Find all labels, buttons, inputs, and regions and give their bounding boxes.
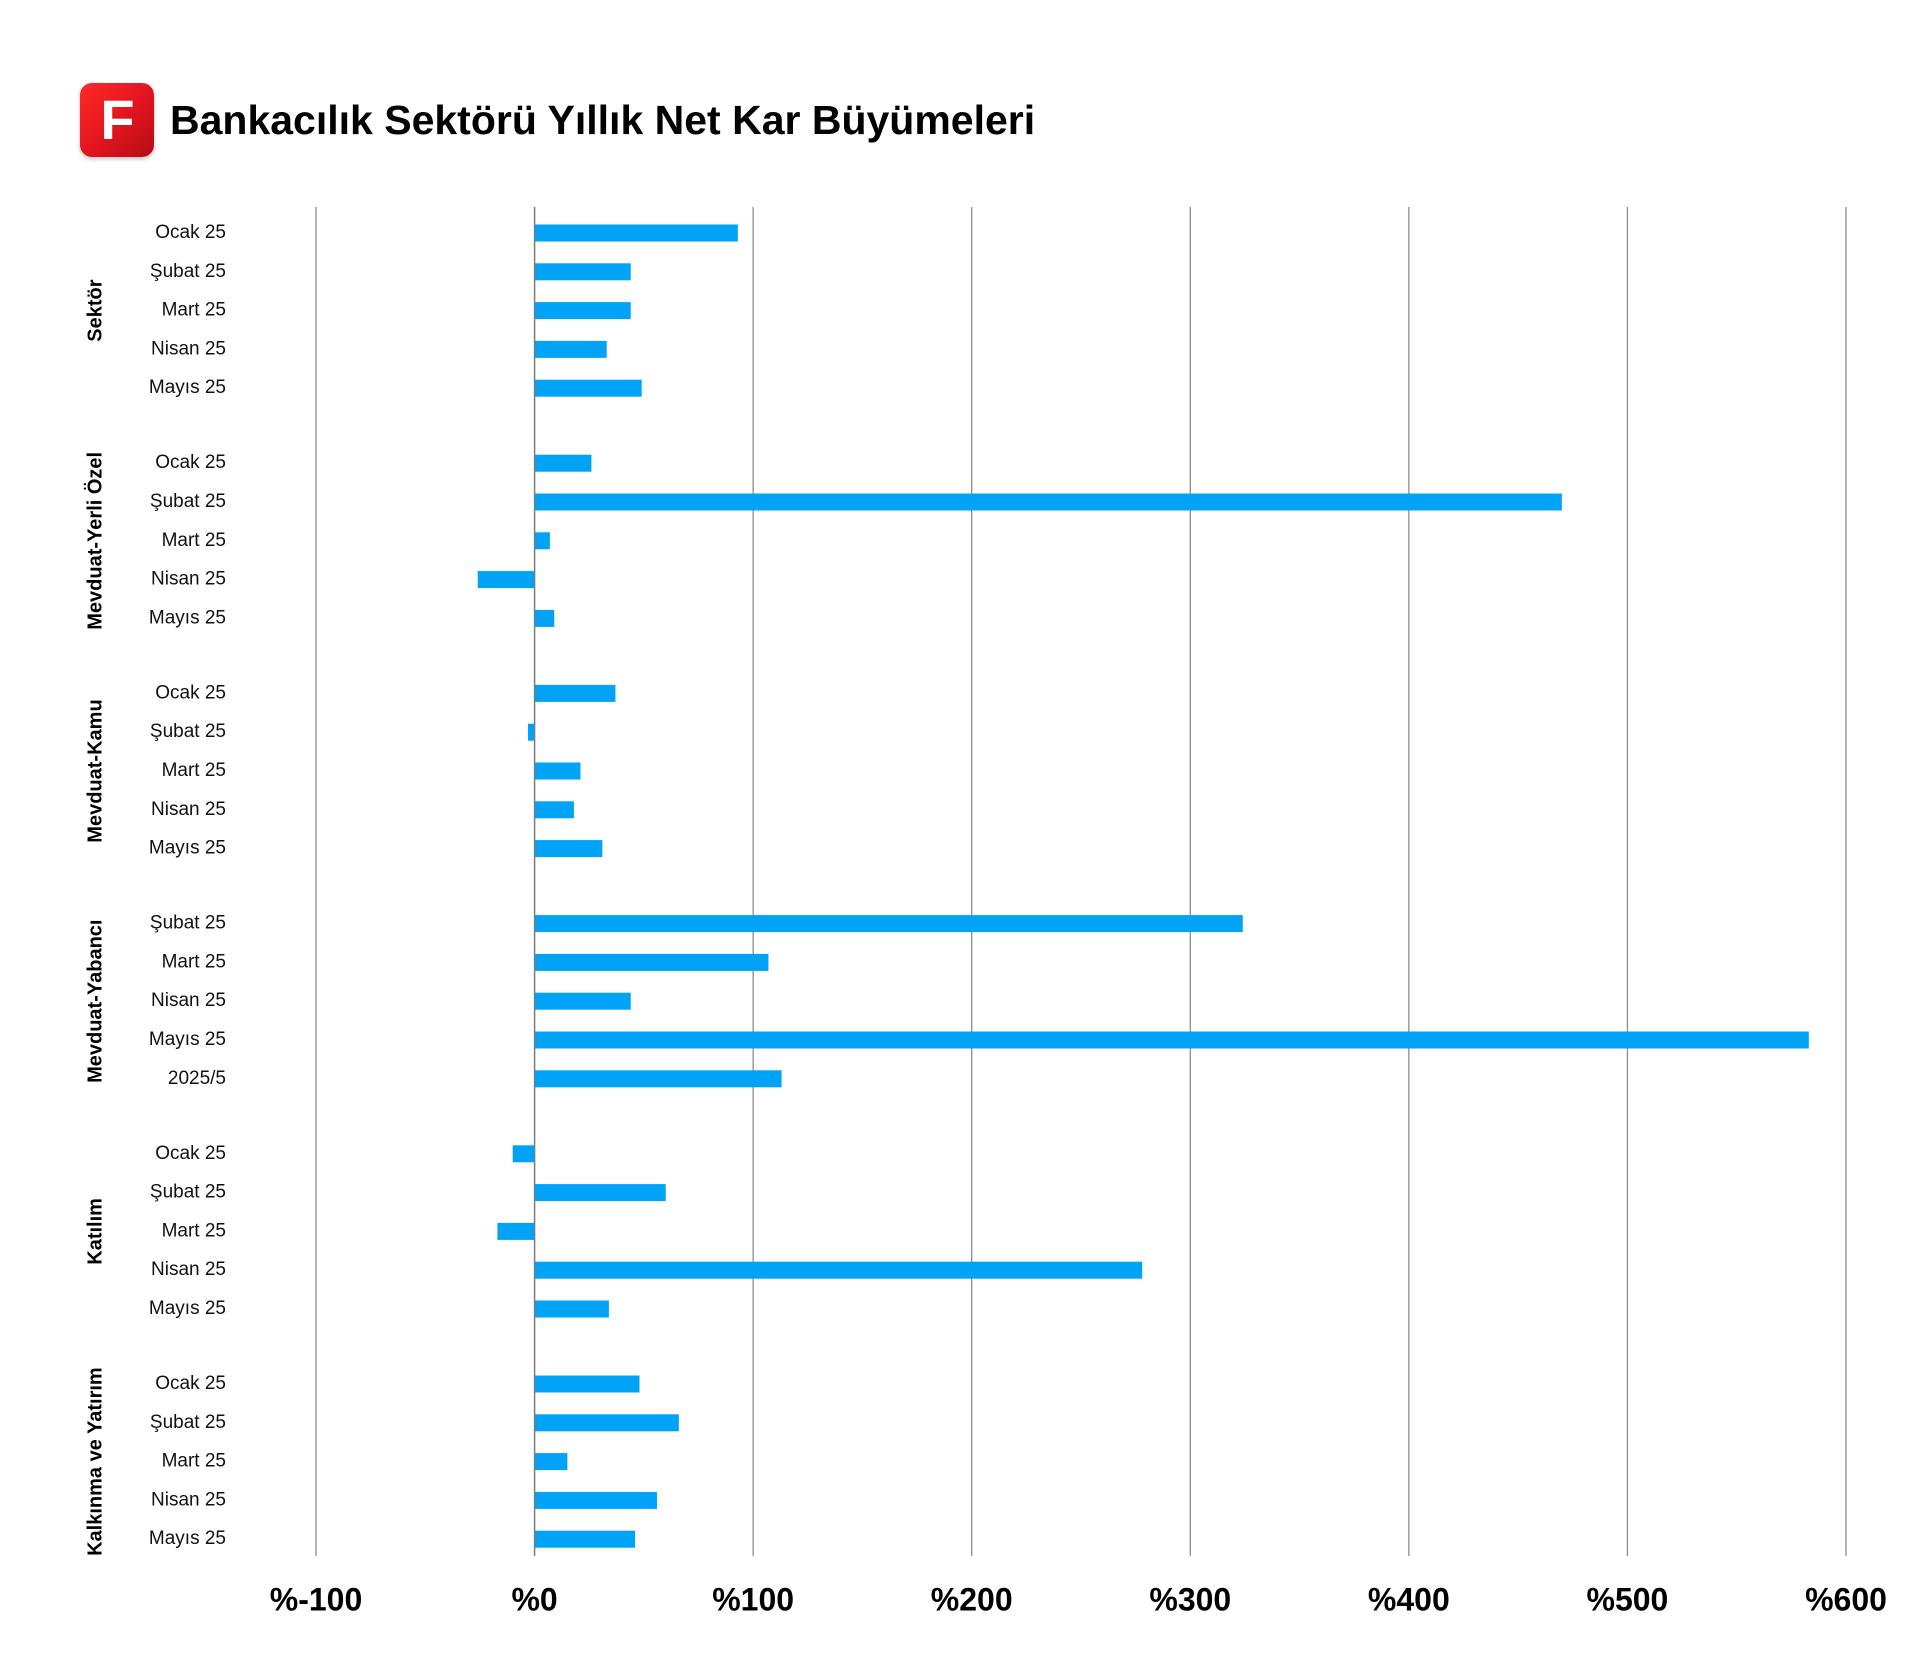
- chart-header: F Bankacılık Sektörü Yıllık Net Kar Büyü…: [80, 83, 1035, 157]
- bar: [534, 609, 555, 627]
- x-axis-ticks: %-100 %0 %100 %200 %300 %400 %500 %600: [270, 1581, 1887, 1617]
- bar: [534, 1184, 666, 1202]
- bar: [512, 1145, 535, 1163]
- group-label: Kalkınma ve Yatırım: [84, 1367, 106, 1556]
- category-label: Şubat 25: [150, 491, 226, 512]
- bar: [534, 263, 631, 281]
- category-label: Mayıs 25: [149, 838, 226, 859]
- category-label: Nisan 25: [151, 1489, 226, 1510]
- group-label: Mevduat-Yabancı: [84, 920, 106, 1083]
- gridlines: [315, 207, 1847, 1556]
- category-label: Nisan 25: [151, 990, 226, 1011]
- x-tick-label: %400: [1368, 1581, 1450, 1617]
- bar: [534, 684, 616, 702]
- category-label: Mayıs 25: [149, 1528, 226, 1549]
- brand-logo-letter: F: [100, 88, 134, 151]
- category-labels: Ocak 25 Şubat 25 Mart 25 Nisan 25 Mayıs 25 Oc…: [149, 222, 226, 1549]
- category-label: Ocak 25: [155, 1373, 226, 1394]
- bar: [534, 1375, 640, 1393]
- bar: [534, 1530, 636, 1548]
- bar: [497, 1222, 535, 1240]
- category-label: Mart 25: [162, 951, 226, 972]
- category-label: Mart 25: [162, 300, 226, 321]
- bar: [534, 915, 1243, 933]
- category-label: Mayıs 25: [149, 1298, 226, 1319]
- bar: [534, 1491, 657, 1509]
- bar: [534, 493, 1562, 511]
- x-tick-label: %600: [1805, 1581, 1887, 1617]
- category-label: Mayıs 25: [149, 607, 226, 628]
- group-label: Mevduat-Yerli Özel: [83, 452, 106, 630]
- category-label: Nisan 25: [151, 338, 226, 359]
- category-label: Şubat 25: [150, 261, 226, 282]
- category-label: Şubat 25: [150, 721, 226, 742]
- bar: [534, 1414, 679, 1432]
- bar: [534, 379, 642, 397]
- bar: [477, 571, 535, 589]
- x-tick-label: %-100: [270, 1581, 363, 1617]
- x-tick-label: %500: [1587, 1581, 1669, 1617]
- group-label: Mevduat-Kamu: [84, 699, 106, 842]
- category-label: Mart 25: [162, 530, 226, 551]
- x-tick-label: %200: [931, 1581, 1013, 1617]
- brand-logo: F: [80, 83, 154, 157]
- category-label: Mayıs 25: [149, 377, 226, 398]
- bar: [534, 1031, 1809, 1049]
- group-labels: Sektör Mevduat-Yerli Özel Mevduat-Kamu Mevd…: [83, 279, 106, 1556]
- bar: [534, 1070, 782, 1088]
- category-label: Şubat 25: [150, 1182, 226, 1203]
- x-tick-label: %0: [511, 1581, 557, 1617]
- bar: [534, 1453, 568, 1471]
- bar: [534, 532, 550, 550]
- category-label: 2025/5: [168, 1068, 226, 1089]
- category-label: Mart 25: [162, 760, 226, 781]
- category-label: Mayıs 25: [149, 1029, 226, 1050]
- category-label: Şubat 25: [150, 913, 226, 934]
- category-label: Ocak 25: [155, 682, 226, 703]
- group-label: Sektör: [84, 279, 106, 341]
- bar: [534, 840, 603, 858]
- bar: [534, 992, 631, 1010]
- category-label: Mart 25: [162, 1451, 226, 1472]
- bar: [528, 723, 535, 741]
- bar: [534, 953, 769, 971]
- chart-title: Bankacılık Sektörü Yıllık Net Kar Büyüme…: [170, 97, 1036, 143]
- x-tick-label: %300: [1149, 1581, 1231, 1617]
- group-label: Katılım: [84, 1198, 106, 1265]
- category-label: Şubat 25: [150, 1412, 226, 1433]
- category-label: Mart 25: [162, 1220, 226, 1241]
- category-label: Ocak 25: [155, 452, 226, 473]
- x-tick-label: %100: [712, 1581, 794, 1617]
- bar: [534, 1300, 609, 1318]
- bar: [534, 224, 738, 242]
- bar: [534, 801, 574, 819]
- bar: [534, 454, 592, 472]
- category-label: Ocak 25: [155, 1143, 226, 1164]
- bar: [534, 1261, 1143, 1279]
- category-label: Ocak 25: [155, 222, 226, 243]
- bar: [534, 762, 581, 780]
- category-label: Nisan 25: [151, 569, 226, 590]
- category-label: Nisan 25: [151, 1259, 226, 1280]
- bar: [534, 340, 607, 358]
- bars: [477, 207, 1809, 1556]
- bar: [534, 302, 631, 320]
- category-label: Nisan 25: [151, 799, 226, 820]
